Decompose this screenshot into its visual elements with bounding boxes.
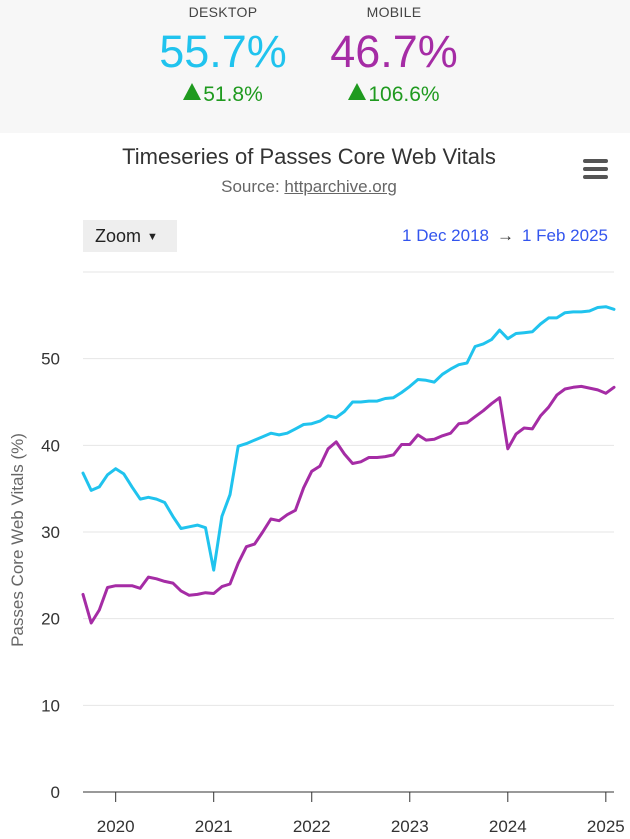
desktop-label: DESKTOP [188,4,258,20]
hamburger-menu-icon[interactable] [578,156,612,184]
x-tick-label: 2020 [97,817,135,836]
series-line-mobile [81,384,616,625]
desktop-change-value: 51.8% [203,83,263,106]
y-tick-label: 10 [41,696,60,715]
x-tick-label: 2024 [489,817,527,836]
mobile-value: 46.7% [330,26,458,77]
up-triangle-icon [183,83,202,100]
desktop-change: 51.8% [143,82,303,108]
x-tick-label: 2025 [587,817,625,836]
x-tick-label: 2023 [391,817,429,836]
y-tick-label: 30 [41,523,60,542]
range-start[interactable]: 1 Dec 2018 [402,226,489,245]
x-tick-label: 2021 [195,817,233,836]
series-line-desktop [81,305,616,572]
desktop-value: 55.7% [159,26,287,77]
date-range: 1 Dec 2018 → 1 Feb 2025 [402,226,608,246]
line-chart: 0 10 20 30 40 50 2020 2021 2022 2023 2024 2025 Passe… [8,271,625,836]
mobile-change: 106.6% [314,82,474,108]
mobile-label: MOBILE [366,4,422,20]
mobile-change-value: 106.6% [368,83,440,106]
caret-down-icon: ▼ [147,231,158,243]
source-prefix: Source: [221,177,285,196]
up-triangle-icon [348,83,367,100]
y-tick-label: 40 [41,436,60,455]
chart-subtitle: Source: httparchive.org [0,177,618,197]
zoom-button[interactable]: Zoom ▼ [83,220,177,252]
range-arrow: → [496,226,514,245]
chart-title: Timeseries of Passes Core Web Vitals [122,144,496,169]
summary-panel: DESKTOP 55.7% 51.8% MOBILE 46.7% 106.6% [0,0,630,133]
zoom-label: Zoom [95,226,142,246]
source-link[interactable]: httparchive.org [284,177,397,196]
y-axis-title: Passes Core Web Vitals (%) [8,433,27,647]
y-tick-label: 20 [41,610,60,629]
y-tick-label: 50 [41,350,60,369]
x-tick-label: 2022 [293,817,331,836]
y-tick-label: 0 [51,783,60,802]
range-end[interactable]: 1 Feb 2025 [521,226,608,245]
